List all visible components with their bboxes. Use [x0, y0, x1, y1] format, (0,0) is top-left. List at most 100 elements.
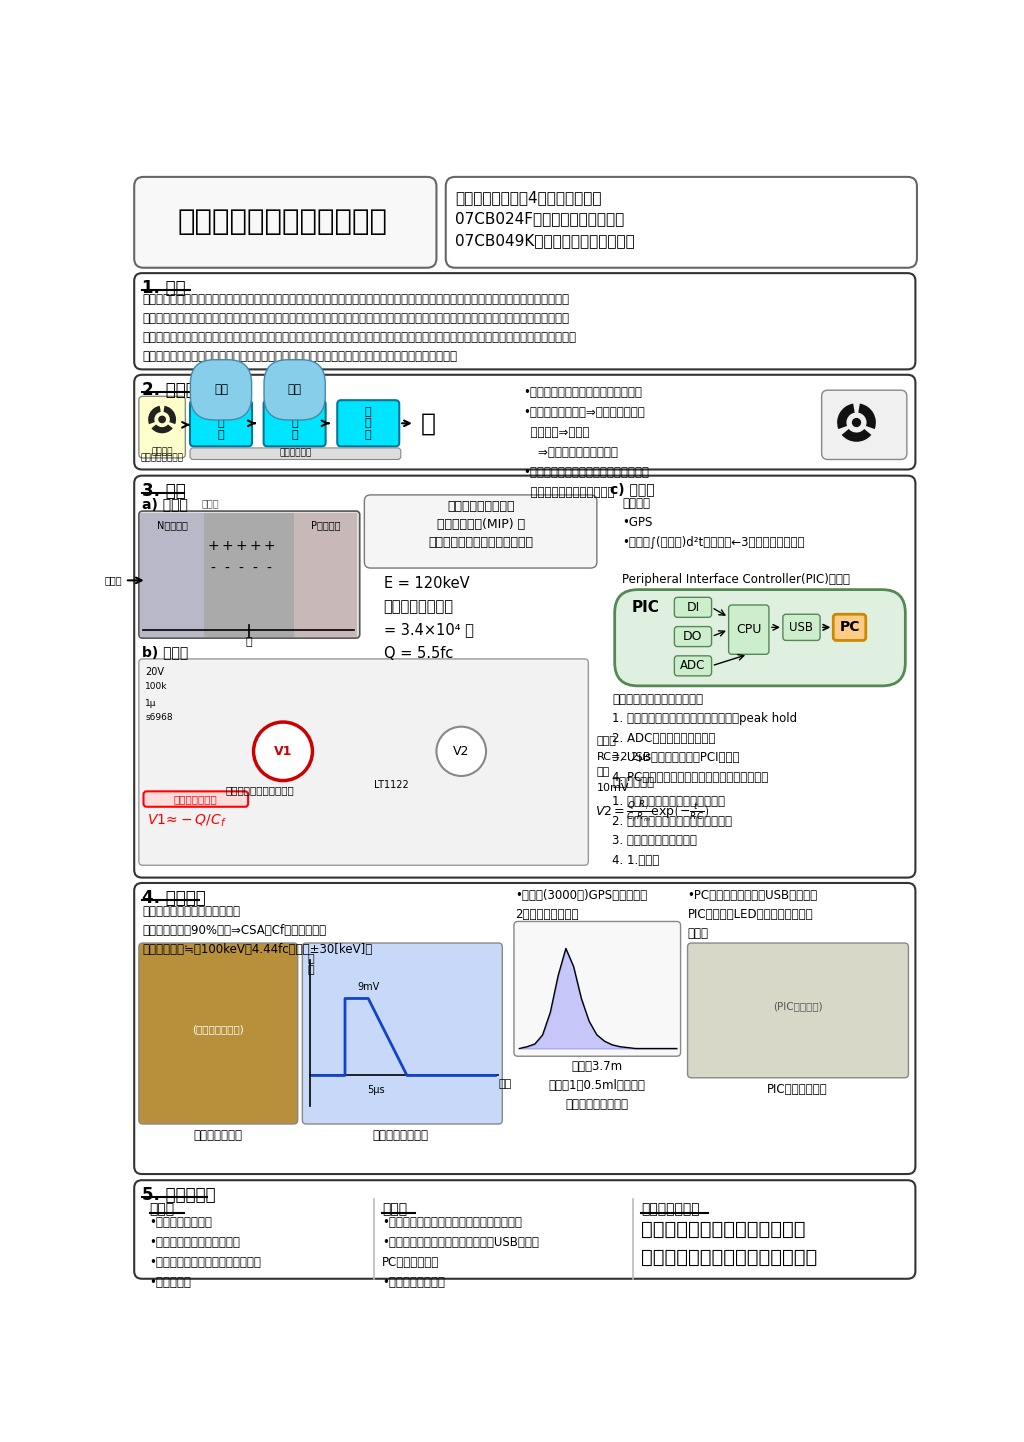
Text: 制作したアンプ: 制作したアンプ — [194, 1129, 243, 1142]
Text: •加速度センサの回路作成、プログラミング
•エネルギースペクトルを測定し、USB経由で
PCに転送、表示
•カウンターの作成: •加速度センサの回路作成、プログラミング •エネルギースペクトルを測定し、USB… — [382, 1216, 539, 1289]
Text: LT1122: LT1122 — [374, 780, 409, 790]
Text: 反転増幅器、波形成形機: 反転増幅器、波形成形機 — [225, 784, 294, 795]
Text: -: - — [211, 562, 216, 575]
Text: •PCからのコマンドをUSBを経由で
PICに転送しLEDを点灯するか確認
した。: •PCからのコマンドをUSBを経由で PICに転送しLEDを点灯するか確認 した… — [687, 890, 818, 940]
Text: 川茂: 川茂 — [214, 384, 228, 397]
FancyBboxPatch shape — [134, 476, 915, 878]
Wedge shape — [856, 404, 876, 430]
Wedge shape — [842, 423, 871, 441]
Text: •増幅器と分析器を安価な部品で試作
•放射線量の分布図⇒放射線量、位置
  放射線量⇒計数率
    ⇒エネルギースペクトル
•検出器と分析器を組み合わせて、教: •増幅器と分析器を安価な部品で試作 •放射線量の分布図⇒放射線量、位置 放射線量… — [523, 386, 649, 499]
Text: PIC: PIC — [632, 600, 659, 616]
Text: -: - — [253, 562, 258, 575]
Text: 増
幅
器: 増 幅 器 — [291, 407, 298, 440]
FancyBboxPatch shape — [729, 606, 769, 655]
Text: CPU: CPU — [736, 623, 762, 636]
Text: 5μs: 5μs — [368, 1084, 385, 1094]
FancyBboxPatch shape — [134, 177, 436, 268]
FancyBboxPatch shape — [139, 659, 589, 865]
FancyBboxPatch shape — [783, 614, 820, 640]
Text: 9mV: 9mV — [357, 982, 379, 992]
Text: 分
析
器: 分 析 器 — [365, 407, 372, 440]
Text: V2: V2 — [453, 746, 469, 758]
Text: $V2=\frac{Q}{C_f}\frac{R_l}{R_m}\exp\!\left(-\frac{t}{RC}\right)$: $V2=\frac{Q}{C_f}\frac{R_l}{R_m}\exp\!\l… — [595, 799, 710, 823]
Text: 放射線測定器: 放射線測定器 — [280, 448, 311, 457]
FancyBboxPatch shape — [204, 512, 294, 636]
Text: +: + — [249, 538, 261, 552]
Circle shape — [159, 415, 166, 424]
Text: E = 120keV
（電子・正孔対）
= 3.4×10⁴ 個
Q = 5.5fc: E = 120keV （電子・正孔対） = 3.4×10⁴ 個 Q = 5.5f… — [384, 575, 474, 660]
Text: 放射線: 放射線 — [104, 575, 122, 585]
Text: 空乏層: 空乏層 — [202, 497, 219, 508]
FancyBboxPatch shape — [139, 397, 185, 459]
Wedge shape — [152, 420, 173, 433]
FancyBboxPatch shape — [134, 883, 915, 1174]
Circle shape — [436, 727, 486, 776]
Text: 電
圧: 電 圧 — [308, 953, 314, 975]
FancyBboxPatch shape — [675, 627, 712, 646]
FancyBboxPatch shape — [134, 1180, 915, 1279]
FancyBboxPatch shape — [139, 510, 359, 639]
Circle shape — [254, 722, 312, 780]
Text: (PIC回路写真): (PIC回路写真) — [773, 1001, 822, 1011]
Text: 人: 人 — [421, 411, 436, 435]
Text: 位置測定
•GPS
•位置＝∫(加速度)d²t　加速度←3次元加速度センサ

Peripheral Interface Controller(PIC)を使用: 位置測定 •GPS •位置＝∫(加速度)d²t 加速度←3次元加速度センサ Pe… — [623, 497, 850, 587]
FancyBboxPatch shape — [294, 512, 357, 636]
FancyBboxPatch shape — [143, 792, 248, 806]
Wedge shape — [162, 405, 176, 424]
Text: (制作アンプ写真): (制作アンプ写真) — [193, 1024, 244, 1034]
FancyBboxPatch shape — [190, 401, 252, 447]
Text: •増幅器の低雑音化
•線源を用いて検出器で測定
•量産のためにプリント基板の試作
•性能の評価: •増幅器の低雑音化 •線源を用いて検出器で測定 •量産のためにプリント基板の試作… — [150, 1216, 261, 1289]
Text: エネルギースペクトルの測定
1. 検出器からの信号を電圧に変換し、peak hold
2. ADCでデジタル量に変換
3. USB経由でデータをPCIに転送
4: エネルギースペクトルの測定 1. 検出器からの信号を電圧に変換し、peak ho… — [612, 692, 798, 784]
Text: a) 検出器: a) 検出器 — [142, 497, 187, 512]
Text: 分析器: 分析器 — [382, 1201, 408, 1216]
FancyBboxPatch shape — [834, 614, 866, 640]
Text: s6968: s6968 — [145, 712, 173, 722]
FancyBboxPatch shape — [140, 512, 204, 636]
FancyBboxPatch shape — [190, 448, 400, 460]
Text: PICのテスト回路: PICのテスト回路 — [767, 1083, 828, 1096]
Text: テストパルスで増幅器の評価。
ゲインが計算の90%程度⇒CSAのCfの浮遊容量？
現在ノイズ量≒約100keV、4.44fc。目標±30[keV]。: テストパルスで増幅器の評価。 ゲインが計算の90%程度⇒CSAのCfの浮遊容量？… — [142, 904, 372, 956]
FancyBboxPatch shape — [263, 401, 326, 447]
Text: 100k: 100k — [145, 682, 168, 691]
Text: +: + — [221, 538, 233, 552]
Text: V1: V1 — [273, 746, 292, 758]
Text: 教育用放射線検出器の開発: 教育用放射線検出器の開発 — [178, 208, 388, 236]
Text: 20V: 20V — [145, 666, 164, 676]
Text: 福島の原子炉事故から、被害を受けた人がいる。また、直接被害を受けなくても不安に感じる人は非常に多い。放射線に対する正しい
科学的知識を得ることによって、被害に対: 福島の原子炉事故から、被害を受けた人がいる。また、直接被害を受けなくても不安に感… — [142, 293, 575, 363]
Text: 卒業研究の目標: 卒業研究の目標 — [641, 1201, 699, 1216]
FancyBboxPatch shape — [687, 943, 908, 1077]
Text: b) 増幅器: b) 増幅器 — [142, 645, 188, 659]
Text: -: - — [266, 562, 271, 575]
FancyBboxPatch shape — [514, 921, 681, 1056]
Text: 4. 研究内容: 4. 研究内容 — [142, 890, 206, 907]
Text: テストパルス信号: テストパルス信号 — [373, 1129, 429, 1142]
Text: 07CB049K　高橋達矢　　村田次郎: 07CB049K 高橋達矢 村田次郎 — [455, 234, 635, 248]
Text: 1. 目的: 1. 目的 — [142, 280, 185, 297]
Text: 放射線測定の流れ: 放射線測定の流れ — [140, 453, 183, 463]
Text: 07CB024F　川茂唯順　　竹谷篤: 07CB024F 川茂唯順 竹谷篤 — [455, 212, 625, 226]
Text: PC: PC — [840, 620, 860, 634]
Text: $V1\!\approx\!-Q/C_f$: $V1\!\approx\!-Q/C_f$ — [147, 813, 227, 829]
Circle shape — [852, 418, 861, 427]
Text: DO: DO — [683, 630, 702, 643]
FancyBboxPatch shape — [675, 656, 712, 676]
Text: +: + — [263, 538, 274, 552]
Text: 2. 研究概要: 2. 研究概要 — [142, 381, 206, 399]
Text: 教育用放射線検出器の量産のた
めのプロトタイプの制作、評価。: 教育用放射線検出器の量産のた めのプロトタイプの制作、評価。 — [641, 1220, 817, 1268]
Text: P型半導体: P型半導体 — [311, 521, 340, 531]
Text: -: - — [224, 562, 229, 575]
FancyBboxPatch shape — [675, 597, 712, 617]
Text: 電荷有感増幅器: 電荷有感増幅器 — [173, 795, 217, 805]
Text: DI: DI — [686, 601, 699, 614]
Text: 時定数
RC=2.2μs
出力
10mV: 時定数 RC=2.2μs 出力 10mV — [597, 735, 652, 793]
FancyBboxPatch shape — [134, 273, 915, 369]
Circle shape — [155, 412, 170, 427]
Text: -: - — [239, 562, 244, 575]
Text: 誤差が3.7m
目的の1～0.5mlに届かず
加速度センサに変更: 誤差が3.7m 目的の1～0.5mlに届かず 加速度センサに変更 — [549, 1060, 645, 1112]
Text: 1μ: 1μ — [145, 699, 157, 708]
Text: 計数率の測定
1. 検出器からのパルスをカウント
2. 単位時間ごとにカウント数を表示
3. カウント数をリセット
4. 1.に戻る: 計数率の測定 1. 検出器からのパルスをカウント 2. 単位時間ごとにカウント数… — [612, 776, 732, 867]
FancyBboxPatch shape — [821, 391, 907, 460]
Text: 検
出
器: 検 出 器 — [218, 407, 224, 440]
Text: +: + — [208, 538, 219, 552]
Wedge shape — [148, 405, 162, 424]
